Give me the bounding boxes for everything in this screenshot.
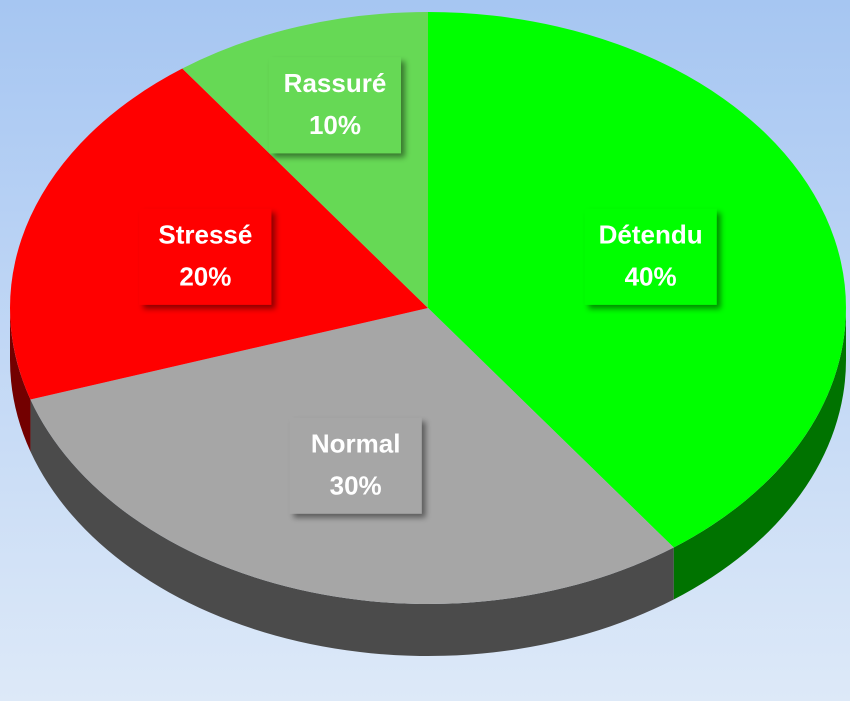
slice-value: 20%	[179, 262, 231, 292]
slice-value: 30%	[330, 471, 382, 501]
slice-value: 40%	[625, 262, 677, 292]
slice-name: Détendu	[599, 220, 703, 250]
label-box	[289, 417, 422, 514]
slice-name: Normal	[311, 429, 401, 459]
slice-side	[673, 308, 846, 600]
label-box	[268, 57, 401, 154]
data-labels: Détendu 40% Normal 30% Stressé 20% Rassuré 10%	[139, 57, 717, 514]
label-box	[139, 208, 272, 305]
pie-sides	[10, 308, 846, 657]
slice-side	[30, 399, 674, 657]
slice-value: 10%	[309, 110, 361, 140]
pie-top	[9, 12, 846, 604]
slice-name: Rassuré	[284, 68, 387, 98]
slice-name: Stressé	[158, 220, 252, 250]
label-box	[584, 208, 717, 305]
slice-side	[10, 308, 31, 452]
